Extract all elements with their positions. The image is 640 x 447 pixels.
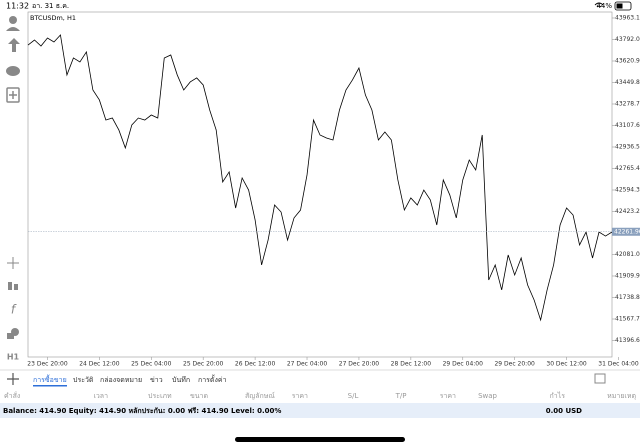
column-header: ราคา bbox=[292, 392, 308, 400]
y-tick-label: 42936.50 bbox=[615, 143, 640, 150]
trade-icon[interactable] bbox=[8, 38, 20, 52]
column-header: ประเภท bbox=[148, 392, 172, 400]
summary-profit: 0.00 USD bbox=[546, 407, 582, 415]
y-tick-label: 41738.80 bbox=[615, 294, 640, 301]
column-header: Swap bbox=[478, 392, 497, 400]
tab[interactable]: ข่าว bbox=[150, 376, 163, 384]
column-header: หมายเหตุ bbox=[607, 392, 636, 400]
battery-icon bbox=[614, 1, 632, 11]
column-header: ขนาด bbox=[190, 392, 208, 400]
x-tick-label: 25 Dec 04:00 bbox=[131, 361, 172, 368]
active-tab-underline bbox=[33, 385, 67, 387]
current-price-label: 42261.96 bbox=[614, 228, 640, 235]
tab-bar: การซื้อขาย ประวัติ กล่องจดหมาย ข่าว บันทึก กา… bbox=[33, 373, 227, 387]
add-button[interactable] bbox=[7, 373, 19, 385]
x-tick-label: 27 Dec 20:00 bbox=[339, 361, 380, 368]
new-order-plus bbox=[9, 91, 17, 99]
x-tick-label: 31 Dec 04:00 bbox=[598, 361, 639, 368]
price-line bbox=[27, 34, 613, 322]
column-header: กำไร bbox=[550, 391, 566, 400]
column-header: ราคา bbox=[440, 392, 456, 400]
left-toolbar: f H1 bbox=[6, 16, 20, 385]
tab[interactable]: กล่องจดหมาย bbox=[100, 376, 142, 384]
summary-text: Balance: 414.90 Equity: 414.90 หลักประกั… bbox=[3, 407, 281, 415]
y-tick-label: 42081.00 bbox=[615, 251, 640, 258]
battery-level bbox=[616, 3, 623, 9]
home-indicator bbox=[235, 437, 405, 442]
tab[interactable]: การซื้อขาย bbox=[33, 373, 67, 384]
y-tick-label: 42594.30 bbox=[615, 186, 640, 193]
column-header: คำสั่ง bbox=[4, 391, 20, 400]
layout-icon[interactable] bbox=[594, 373, 606, 384]
y-tick-label: 41567.70 bbox=[615, 316, 640, 323]
column-header: T/P bbox=[395, 392, 407, 400]
candles-icon[interactable] bbox=[8, 282, 12, 290]
crosshair-icon[interactable] bbox=[7, 257, 19, 269]
chart-frame bbox=[27, 11, 613, 358]
column-header: S/L bbox=[348, 392, 359, 400]
x-tick-label: 28 Dec 12:00 bbox=[391, 361, 432, 368]
tab[interactable]: บันทึก bbox=[172, 375, 190, 384]
x-tick-label: 26 Dec 12:00 bbox=[235, 361, 276, 368]
account-icon[interactable] bbox=[9, 16, 17, 24]
y-tick-label: 41909.90 bbox=[615, 272, 640, 279]
y-tick-label: 43963.10 bbox=[615, 14, 640, 21]
y-tick-label: 43449.80 bbox=[615, 79, 640, 86]
y-tick-label: 43620.90 bbox=[615, 57, 640, 64]
x-tick-label: 23 Dec 20:00 bbox=[27, 361, 68, 368]
x-tick-label: 25 Dec 20:00 bbox=[183, 361, 224, 368]
y-tick-label: 43792.00 bbox=[615, 36, 640, 43]
x-tick-label: 29 Dec 20:00 bbox=[494, 361, 535, 368]
chat-icon[interactable] bbox=[6, 66, 20, 76]
status-time: 11:32 bbox=[6, 2, 29, 11]
candles-icon-2 bbox=[14, 284, 18, 290]
tab[interactable]: การตั้งค่า bbox=[198, 373, 227, 384]
new-order-icon[interactable] bbox=[6, 87, 20, 103]
status-date: อา. 31 ธ.ค. bbox=[32, 2, 69, 10]
objects-icon-2 bbox=[7, 333, 14, 339]
battery-text: 44% bbox=[596, 2, 612, 10]
column-header: เวลา bbox=[93, 392, 108, 400]
column-header: สัญลักษณ์ bbox=[245, 392, 275, 400]
x-tick-label: 27 Dec 04:00 bbox=[287, 361, 328, 368]
y-tick-label: 42765.40 bbox=[615, 165, 640, 172]
timeframe-button[interactable]: H1 bbox=[7, 353, 20, 362]
current-price-box bbox=[612, 227, 640, 236]
chart-title: BTCUSDm, H1 bbox=[30, 14, 76, 22]
x-tick-label: 24 Dec 12:00 bbox=[79, 361, 120, 368]
plot: 43963.10 43792.00 43620.90 43449.80 43278.70… bbox=[27, 14, 640, 368]
y-tick-label: 43278.70 bbox=[615, 100, 640, 107]
summary-band bbox=[0, 403, 640, 418]
wifi-icon bbox=[594, 2, 604, 8]
indicators-icon[interactable]: f bbox=[11, 303, 17, 317]
tab[interactable]: ประวัติ bbox=[73, 376, 94, 384]
x-tick-label: 30 Dec 12:00 bbox=[546, 361, 587, 368]
x-tick-label: 29 Dec 04:00 bbox=[443, 361, 484, 368]
account-icon-body bbox=[6, 27, 20, 31]
y-tick-label: 41396.60 bbox=[615, 337, 640, 344]
table-header: คำสั่ง เวลา ประเภท ขนาด สัญลักษณ์ ราคา S/L T/P ร… bbox=[4, 391, 636, 400]
y-tick-label: 43107.60 bbox=[615, 122, 640, 129]
y-tick-label: 42423.20 bbox=[615, 208, 640, 215]
